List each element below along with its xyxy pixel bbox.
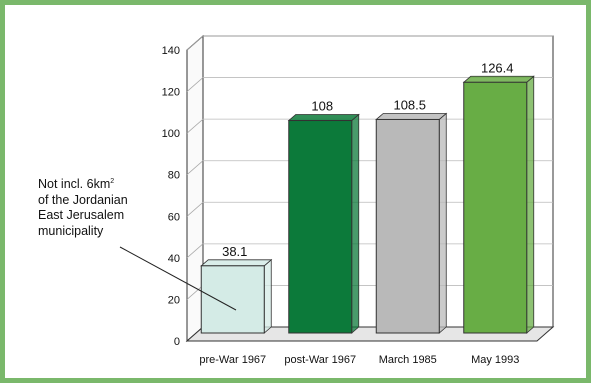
bar-top bbox=[200, 259, 273, 267]
bar-side bbox=[438, 112, 447, 334]
bar-top bbox=[462, 75, 535, 83]
gridline-side bbox=[186, 77, 204, 92]
x-tick-label: May 1993 bbox=[471, 354, 519, 366]
y-tick-label: 40 bbox=[168, 253, 180, 265]
gridline-side bbox=[186, 118, 204, 134]
gridline-side bbox=[186, 285, 204, 300]
bar-side bbox=[526, 75, 535, 334]
annotation-line-1: Not incl. 6km bbox=[38, 177, 111, 192]
bar bbox=[200, 265, 265, 334]
y-tick-label: 20 bbox=[168, 294, 180, 306]
y-tick-label: 80 bbox=[168, 170, 180, 182]
bar-side bbox=[263, 258, 272, 334]
gridline-side bbox=[186, 243, 204, 259]
gridline-side bbox=[186, 35, 204, 51]
bar-side bbox=[351, 113, 360, 334]
bar bbox=[288, 120, 353, 334]
side-wall bbox=[186, 34, 204, 343]
bar bbox=[375, 118, 440, 334]
data-label: 38.1 bbox=[222, 244, 247, 259]
x-tick-label: post-War 1967 bbox=[284, 354, 356, 366]
y-tick-label: 60 bbox=[168, 211, 180, 223]
bar-top bbox=[375, 113, 448, 120]
data-label: 108 bbox=[311, 99, 333, 114]
annotation-leader-line bbox=[119, 246, 237, 311]
x-tick-label: March 1985 bbox=[379, 354, 437, 366]
data-label: 108.5 bbox=[393, 97, 426, 112]
y-tick-label: 120 bbox=[162, 87, 180, 99]
data-label: 126.4 bbox=[481, 60, 514, 75]
annotation-note: Not incl. 6km2 of the Jordanian East Jer… bbox=[38, 174, 168, 239]
bar bbox=[463, 81, 528, 334]
gridline-side bbox=[186, 160, 204, 176]
y-tick-label: 100 bbox=[162, 128, 180, 140]
annotation-line-3: East Jerusalem bbox=[38, 208, 125, 223]
floor bbox=[185, 326, 555, 342]
annotation-line-2: of the Jordanian bbox=[38, 192, 128, 207]
gridline-side bbox=[186, 201, 204, 217]
annotation-line-4: municipality bbox=[38, 223, 104, 238]
annotation-superscript: 2 bbox=[110, 178, 115, 185]
y-tick-label: 140 bbox=[162, 45, 180, 57]
bar-top bbox=[287, 114, 360, 121]
x-tick-label: pre-War 1967 bbox=[199, 354, 266, 366]
y-tick-label: 0 bbox=[174, 336, 180, 348]
